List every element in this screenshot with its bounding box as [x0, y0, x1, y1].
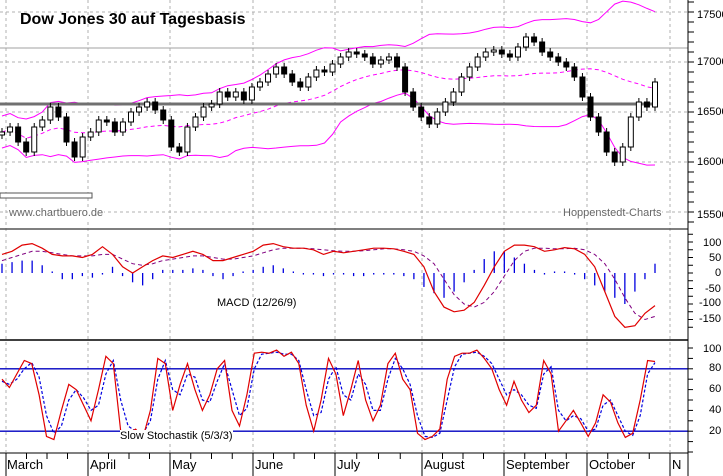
macd-label: MACD (12/26/9): [217, 297, 297, 309]
credit-hoppenstedt: Hoppenstedt-Charts: [562, 207, 663, 219]
macd-tick-50: 50: [709, 252, 722, 264]
month-label-july: July: [337, 457, 361, 472]
month-label-september: September: [506, 457, 570, 472]
month-label-april: April: [90, 457, 117, 472]
stochastic-label: Slow Stochastik (5/3/3): [120, 430, 233, 442]
grid-lines: [0, 0, 688, 452]
stoch-tick-80: 80: [709, 362, 722, 374]
price-tick-16000: 16000: [697, 156, 723, 168]
macd-tick-minus150: -150: [699, 313, 722, 325]
price-tick-17000: 17000: [697, 56, 723, 68]
month-label-november: N: [672, 457, 682, 472]
macd-panel: [1, 242, 656, 328]
stoch-tick-20: 20: [709, 425, 722, 437]
stoch-tick-40: 40: [709, 404, 722, 416]
axes: [0, 0, 694, 476]
credit-chartbuero: www.chartbuero.de: [8, 207, 105, 219]
price-panel: [0, 0, 658, 199]
macd-tick-0: 0: [715, 267, 722, 279]
month-label-october: October: [589, 457, 636, 472]
month-label-march: March: [7, 457, 44, 472]
macd-tick-100: 100: [703, 237, 722, 249]
macd-tick-minus50: -50: [705, 283, 721, 295]
price-tick-15500: 15500: [697, 209, 723, 221]
month-label-june: June: [255, 457, 284, 472]
stochastic-panel: [0, 349, 688, 441]
stoch-tick-100: 100: [703, 343, 722, 355]
price-tick-16500: 16500: [697, 106, 723, 118]
chart-title: Dow Jones 30 auf Tagesbasis: [20, 11, 246, 28]
macd-tick-minus100: -100: [699, 297, 722, 309]
month-label-may: May: [172, 457, 197, 472]
month-label-august: August: [424, 457, 465, 472]
price-tick-17500: 17500: [697, 9, 723, 21]
stoch-tick-60: 60: [709, 383, 722, 395]
